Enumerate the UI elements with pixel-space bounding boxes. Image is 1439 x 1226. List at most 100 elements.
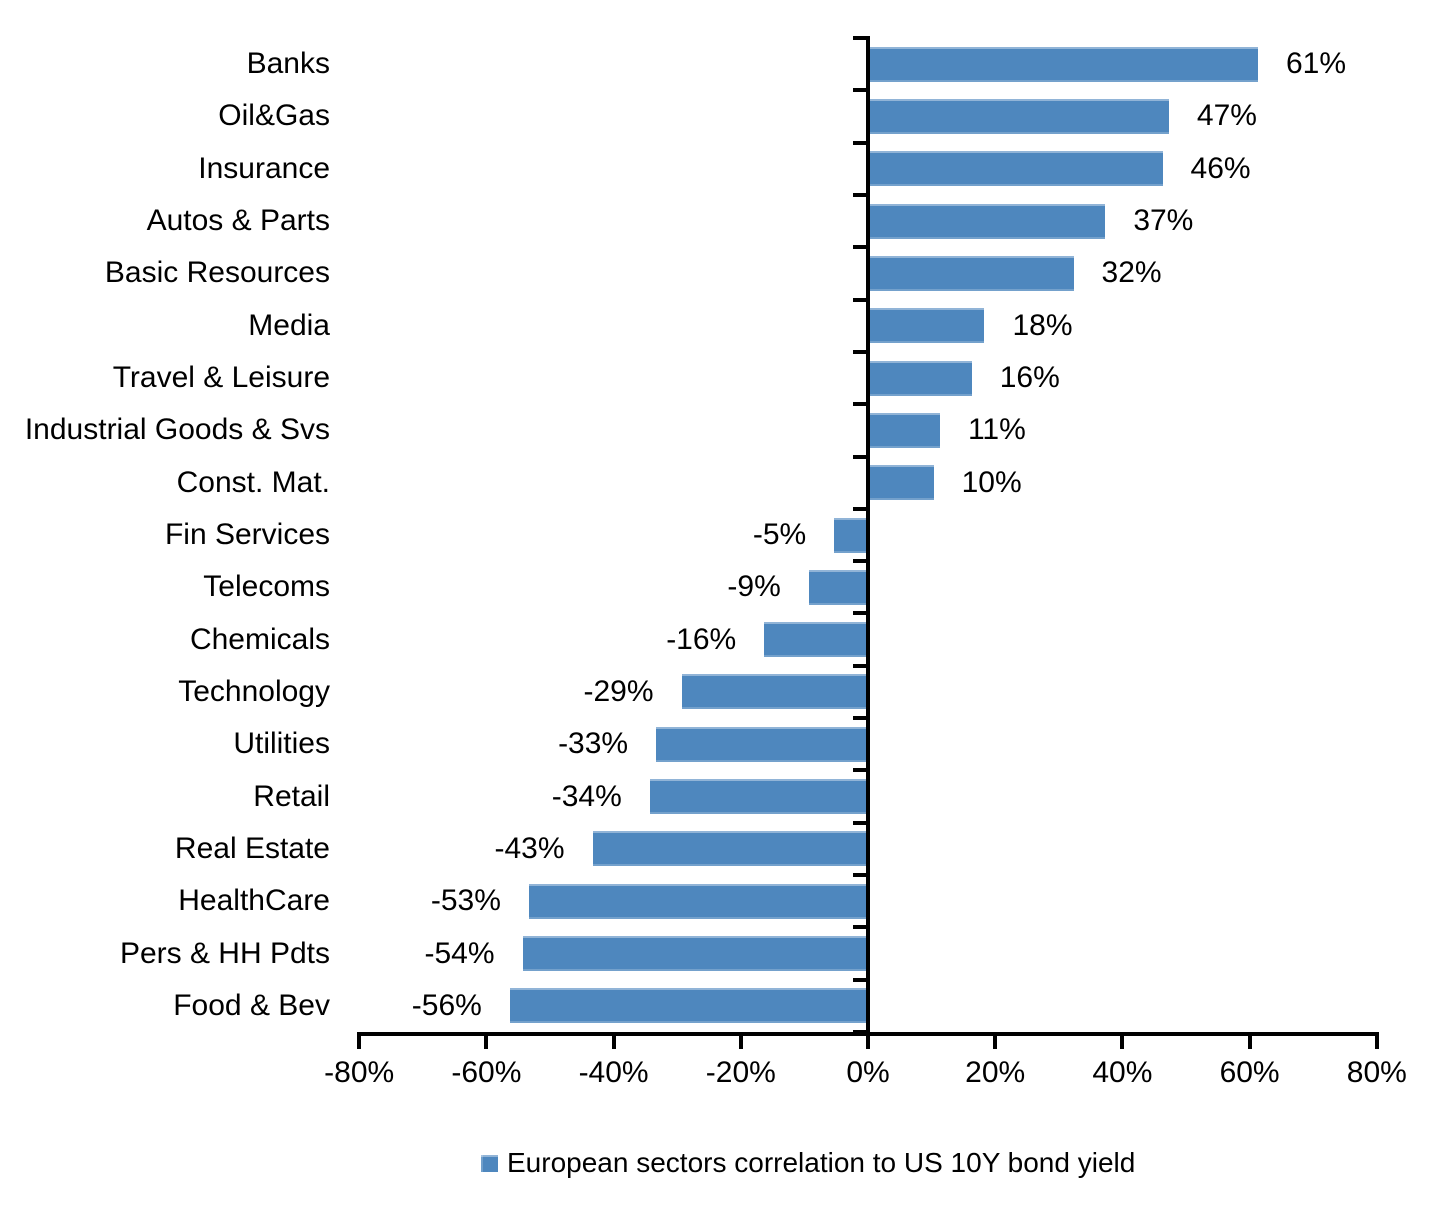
bar-real-estate bbox=[592, 831, 866, 867]
data-label-fin-services: -5% bbox=[752, 518, 807, 551]
bar-healthcare bbox=[528, 883, 866, 919]
category-axis-tick bbox=[853, 977, 866, 982]
category-axis-tick bbox=[853, 716, 866, 721]
bar-utilities bbox=[656, 726, 866, 762]
legend-marker-icon bbox=[481, 1154, 498, 1172]
category-axis-tick bbox=[853, 559, 866, 564]
category-label-insurance: Insurance bbox=[198, 151, 330, 185]
x-axis-tick-label: -80% bbox=[324, 1056, 395, 1089]
bar-industrial-goods-svs bbox=[870, 412, 940, 448]
data-label-pers-hh-pdts: -54% bbox=[424, 936, 495, 970]
data-label-oil-gas: 47% bbox=[1196, 99, 1257, 133]
value-axis-line bbox=[866, 36, 870, 1036]
bar-food-bev bbox=[509, 988, 866, 1024]
x-axis-tick-label: -40% bbox=[578, 1056, 649, 1089]
category-axis-tick bbox=[853, 88, 866, 93]
x-axis-tick bbox=[484, 1032, 489, 1049]
data-label-real-estate: -43% bbox=[494, 831, 565, 865]
bar-banks bbox=[870, 46, 1258, 82]
x-axis-tick bbox=[866, 1032, 870, 1049]
data-label-utilities: -33% bbox=[558, 727, 629, 761]
category-axis-tick bbox=[853, 402, 866, 407]
x-axis-tick-label: 60% bbox=[1219, 1056, 1280, 1089]
category-label-industrial-goods-svs: Industrial Goods & Svs bbox=[24, 413, 330, 447]
bar-const-mat bbox=[870, 465, 934, 501]
x-axis-tick-label: 0% bbox=[846, 1056, 890, 1089]
category-axis-tick bbox=[853, 663, 866, 668]
x-axis-tick bbox=[611, 1032, 616, 1049]
bar-technology bbox=[681, 674, 866, 710]
x-axis-tick-label: -20% bbox=[705, 1056, 776, 1089]
bar-oil-gas bbox=[870, 98, 1169, 134]
category-axis-tick bbox=[853, 925, 866, 930]
category-label-oil-gas: Oil&Gas bbox=[218, 99, 330, 133]
category-label-telecoms: Telecoms bbox=[203, 570, 330, 604]
x-axis-tick bbox=[1247, 1032, 1252, 1049]
category-label-travel-leisure: Travel & Leisure bbox=[112, 361, 330, 395]
x-axis-tick-label: 80% bbox=[1346, 1056, 1407, 1089]
category-axis-tick bbox=[853, 349, 866, 354]
data-label-food-bev: -56% bbox=[411, 988, 482, 1022]
bar-telecoms bbox=[808, 569, 866, 605]
data-label-banks: 61% bbox=[1285, 47, 1346, 81]
category-label-utilities: Utilities bbox=[233, 727, 330, 761]
category-axis-tick bbox=[853, 454, 866, 459]
x-axis-tick bbox=[738, 1032, 743, 1049]
data-label-const-mat: 10% bbox=[961, 465, 1022, 499]
category-label-media: Media bbox=[248, 308, 330, 342]
bar-retail bbox=[649, 779, 866, 815]
category-label-basic-resources: Basic Resources bbox=[104, 256, 330, 290]
category-label-banks: Banks bbox=[246, 47, 330, 81]
data-label-technology: -29% bbox=[583, 674, 654, 708]
category-label-fin-services: Fin Services bbox=[164, 518, 330, 551]
data-label-insurance: 46% bbox=[1190, 151, 1251, 185]
data-label-travel-leisure: 16% bbox=[999, 361, 1060, 395]
category-label-retail: Retail bbox=[253, 779, 330, 813]
bar-chemicals bbox=[764, 622, 866, 658]
category-label-food-bev: Food & Bev bbox=[173, 988, 330, 1022]
bar-travel-leisure bbox=[870, 360, 972, 396]
data-label-basic-resources: 32% bbox=[1101, 256, 1162, 290]
category-axis-tick bbox=[853, 768, 866, 773]
category-axis-tick bbox=[853, 245, 866, 250]
bar-pers-hh-pdts bbox=[522, 936, 866, 972]
x-axis-tick bbox=[1374, 1032, 1379, 1049]
category-axis-tick bbox=[853, 297, 866, 302]
data-label-autos-parts: 37% bbox=[1133, 204, 1194, 238]
bar-media bbox=[870, 308, 985, 344]
bar-insurance bbox=[870, 151, 1163, 187]
x-axis-tick bbox=[357, 1032, 362, 1049]
category-axis-tick bbox=[853, 820, 866, 825]
x-axis-tick-label: 20% bbox=[965, 1056, 1026, 1089]
x-axis-tick bbox=[993, 1032, 998, 1049]
bar-basic-resources bbox=[870, 255, 1074, 291]
category-label-autos-parts: Autos & Parts bbox=[146, 204, 330, 238]
x-axis-tick-label: 40% bbox=[1092, 1056, 1153, 1089]
category-axis-tick bbox=[853, 611, 866, 616]
category-label-technology: Technology bbox=[178, 674, 330, 708]
x-axis-tick bbox=[1120, 1032, 1125, 1049]
category-label-real-estate: Real Estate bbox=[174, 831, 330, 865]
data-label-telecoms: -9% bbox=[727, 570, 781, 604]
category-label-healthcare: HealthCare bbox=[178, 884, 330, 918]
legend-label: European sectors correlation to US 10Y b… bbox=[507, 1147, 1136, 1178]
x-axis-tick-label: -60% bbox=[451, 1056, 522, 1089]
bar-autos-parts bbox=[870, 203, 1106, 239]
data-label-healthcare: -53% bbox=[430, 884, 501, 918]
bar-fin-services bbox=[834, 517, 866, 553]
data-label-retail: -34% bbox=[551, 779, 622, 813]
category-axis-tick bbox=[853, 192, 866, 197]
category-axis-tick bbox=[853, 140, 866, 145]
data-label-industrial-goods-svs: 11% bbox=[967, 413, 1026, 447]
category-axis-tick bbox=[853, 506, 866, 511]
category-label-pers-hh-pdts: Pers & HH Pdts bbox=[119, 936, 330, 970]
category-axis-tick bbox=[853, 36, 866, 40]
category-label-chemicals: Chemicals bbox=[189, 622, 330, 656]
category-axis-tick bbox=[853, 873, 866, 878]
legend: European sectors correlation to US 10Y b… bbox=[481, 1146, 1135, 1180]
category-label-const-mat: Const. Mat. bbox=[176, 465, 330, 499]
data-label-media: 18% bbox=[1012, 308, 1073, 342]
data-label-chemicals: -16% bbox=[666, 622, 737, 656]
